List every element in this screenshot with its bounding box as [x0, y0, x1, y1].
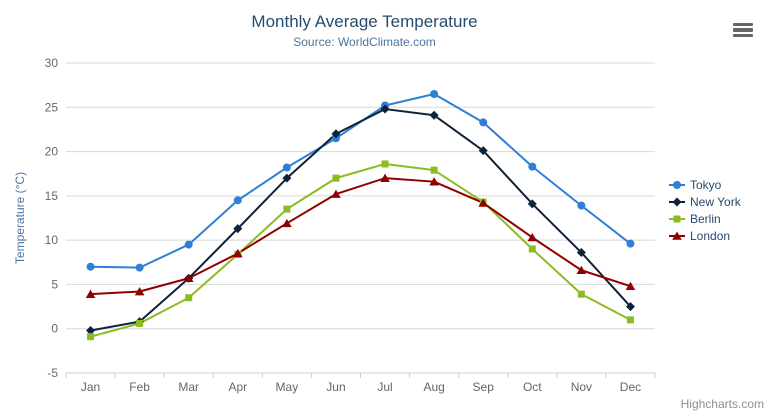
- x-tick-label: Feb: [129, 380, 150, 394]
- x-tick-label: Aug: [423, 380, 444, 394]
- chart-title: Monthly Average Temperature: [251, 12, 478, 31]
- data-point-new-york[interactable]: [282, 173, 292, 183]
- legend-label: Berlin: [690, 211, 721, 226]
- data-point-berlin[interactable]: [185, 294, 193, 302]
- hamburger-icon: [733, 22, 753, 27]
- data-point-new-york[interactable]: [380, 104, 390, 114]
- y-tick-label: 30: [45, 56, 59, 70]
- series-line-tokyo[interactable]: [89, 93, 632, 269]
- data-point-tokyo[interactable]: [135, 263, 144, 272]
- y-tick-label: 15: [45, 189, 59, 203]
- legend-diamond-icon: [669, 197, 685, 206]
- data-point-berlin[interactable]: [577, 290, 585, 298]
- data-point-london[interactable]: [429, 177, 439, 186]
- data-point-london[interactable]: [527, 232, 538, 242]
- y-tick-label: 5: [51, 277, 58, 291]
- data-point-berlin[interactable]: [381, 160, 389, 168]
- data-point-london[interactable]: [232, 248, 243, 258]
- data-point-london[interactable]: [625, 281, 636, 290]
- data-point-new-york[interactable]: [625, 302, 635, 312]
- y-tick-label: 25: [45, 100, 59, 114]
- data-point-tokyo[interactable]: [528, 162, 537, 171]
- data-point-berlin[interactable]: [136, 319, 144, 327]
- legend-label: Tokyo: [690, 177, 722, 192]
- data-point-new-york[interactable]: [233, 224, 243, 234]
- legend-label: New York: [690, 194, 741, 209]
- y-axis-title: Temperature (°C): [13, 172, 27, 264]
- data-point-berlin[interactable]: [87, 333, 95, 341]
- data-point-tokyo[interactable]: [577, 201, 586, 210]
- data-point-new-york[interactable]: [86, 325, 96, 335]
- x-tick-label: Mar: [178, 380, 199, 394]
- x-tick-label: Sep: [473, 380, 495, 394]
- legend-item-new-york[interactable]: New York: [669, 193, 741, 210]
- data-point-tokyo[interactable]: [184, 240, 193, 249]
- data-point-new-york[interactable]: [429, 110, 439, 120]
- legend-label: London: [690, 228, 731, 243]
- chart-subtitle: Source: WorldClimate.com: [293, 35, 436, 49]
- data-point-berlin[interactable]: [283, 205, 291, 213]
- x-tick-label: Jun: [326, 380, 345, 394]
- legend-item-tokyo[interactable]: Tokyo: [669, 176, 741, 193]
- data-point-london[interactable]: [282, 218, 292, 228]
- data-point-london[interactable]: [380, 173, 390, 182]
- x-tick-label: Apr: [228, 380, 247, 394]
- data-point-berlin[interactable]: [430, 166, 438, 174]
- legend-square-icon: [669, 215, 685, 222]
- export-menu-button[interactable]: [730, 19, 756, 41]
- legend-item-london[interactable]: London: [669, 227, 741, 244]
- data-point-tokyo[interactable]: [233, 196, 242, 205]
- x-tick-label: Oct: [523, 380, 542, 394]
- data-point-new-york[interactable]: [478, 146, 488, 156]
- data-point-london[interactable]: [478, 198, 489, 207]
- series-line-london[interactable]: [89, 177, 632, 296]
- data-point-london[interactable]: [134, 287, 145, 296]
- y-tick-label: 10: [45, 233, 59, 247]
- data-point-new-york[interactable]: [331, 129, 341, 139]
- credits-link[interactable]: Highcharts.com: [680, 397, 764, 411]
- data-point-tokyo[interactable]: [86, 262, 95, 271]
- data-point-new-york[interactable]: [527, 199, 537, 209]
- data-point-london[interactable]: [85, 289, 96, 298]
- x-tick-label: May: [276, 380, 299, 394]
- legend-item-berlin[interactable]: Berlin: [669, 210, 741, 227]
- hamburger-icon: [733, 33, 753, 38]
- x-tick-label: Nov: [571, 380, 592, 394]
- hamburger-icon: [733, 28, 753, 32]
- legend-triangle-icon: [669, 231, 685, 240]
- data-point-tokyo[interactable]: [282, 163, 291, 172]
- data-point-london[interactable]: [576, 265, 587, 275]
- data-point-berlin[interactable]: [332, 174, 340, 182]
- x-tick-label: Dec: [620, 380, 641, 394]
- data-point-tokyo[interactable]: [479, 118, 488, 127]
- y-tick-label: 20: [45, 145, 59, 159]
- data-point-berlin[interactable]: [626, 316, 634, 324]
- data-point-london[interactable]: [183, 273, 194, 283]
- data-point-new-york[interactable]: [576, 248, 586, 258]
- data-point-london[interactable]: [331, 189, 341, 198]
- series-line-berlin[interactable]: [89, 162, 632, 338]
- legend: Tokyo New York Berlin London: [669, 176, 741, 244]
- data-point-berlin[interactable]: [528, 245, 536, 253]
- series-line-new-york[interactable]: [89, 108, 632, 332]
- x-tick-label: Jan: [81, 380, 100, 394]
- data-point-tokyo[interactable]: [626, 239, 635, 248]
- y-tick-label: 0: [51, 322, 58, 336]
- x-tick-label: Jul: [377, 380, 392, 394]
- y-tick-label: -5: [47, 366, 58, 380]
- data-point-tokyo[interactable]: [430, 90, 439, 98]
- legend-circle-icon: [669, 180, 685, 189]
